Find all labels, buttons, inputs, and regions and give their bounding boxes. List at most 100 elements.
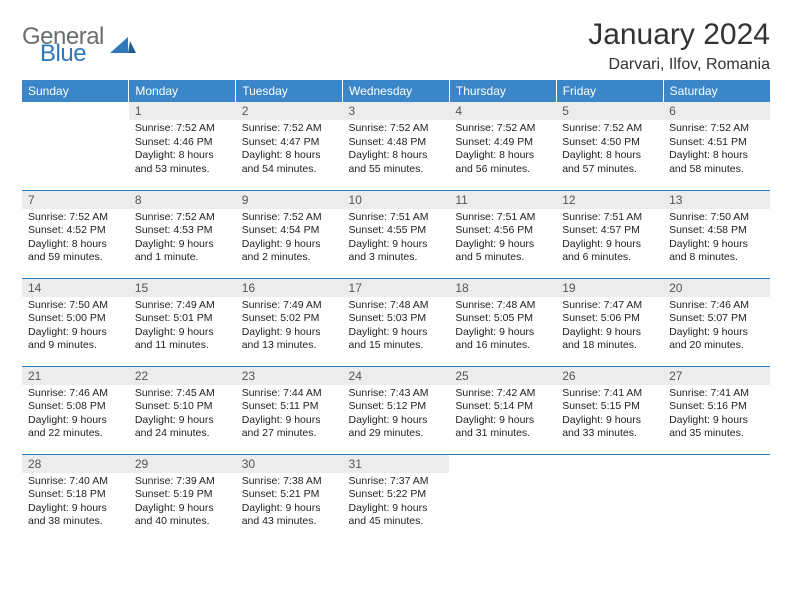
day-number: 28 <box>22 455 129 473</box>
detail-line: and 40 minutes. <box>135 515 230 529</box>
detail-line: and 33 minutes. <box>562 427 657 441</box>
calendar-cell: 3Sunrise: 7:52 AMSunset: 4:48 PMDaylight… <box>343 102 450 190</box>
day-details: Sunrise: 7:41 AMSunset: 5:15 PMDaylight:… <box>556 385 663 446</box>
detail-line: and 55 minutes. <box>349 163 444 177</box>
detail-line: Daylight: 8 hours <box>135 149 230 163</box>
calendar-cell: 13Sunrise: 7:50 AMSunset: 4:58 PMDayligh… <box>663 190 770 278</box>
detail-line: Daylight: 9 hours <box>28 326 123 340</box>
detail-line: Sunset: 5:14 PM <box>455 400 550 414</box>
detail-line: Sunrise: 7:41 AM <box>669 387 764 401</box>
calendar-cell: 12Sunrise: 7:51 AMSunset: 4:57 PMDayligh… <box>556 190 663 278</box>
month-title: January 2024 <box>588 18 770 52</box>
detail-line: Sunrise: 7:52 AM <box>135 122 230 136</box>
detail-line: Sunrise: 7:49 AM <box>242 299 337 313</box>
detail-line: Daylight: 9 hours <box>562 414 657 428</box>
calendar-cell <box>22 102 129 190</box>
detail-line: Sunset: 5:02 PM <box>242 312 337 326</box>
detail-line: Daylight: 8 hours <box>242 149 337 163</box>
day-details: Sunrise: 7:46 AMSunset: 5:07 PMDaylight:… <box>663 297 770 358</box>
detail-line: and 56 minutes. <box>455 163 550 177</box>
detail-line: Sunset: 4:54 PM <box>242 224 337 238</box>
detail-line: and 2 minutes. <box>242 251 337 265</box>
detail-line: Sunset: 4:50 PM <box>562 136 657 150</box>
day-number: 12 <box>556 191 663 209</box>
detail-line: and 6 minutes. <box>562 251 657 265</box>
detail-line: and 16 minutes. <box>455 339 550 353</box>
detail-line: and 11 minutes. <box>135 339 230 353</box>
detail-line: and 31 minutes. <box>455 427 550 441</box>
detail-line: Sunset: 5:15 PM <box>562 400 657 414</box>
logo-triangle-icon <box>110 33 136 58</box>
location-label: Darvari, Ilfov, Romania <box>588 56 770 74</box>
detail-line: and 22 minutes. <box>28 427 123 441</box>
day-details: Sunrise: 7:37 AMSunset: 5:22 PMDaylight:… <box>343 473 450 534</box>
detail-line: Sunrise: 7:52 AM <box>669 122 764 136</box>
detail-line: Sunrise: 7:52 AM <box>455 122 550 136</box>
calendar-body: 1Sunrise: 7:52 AMSunset: 4:46 PMDaylight… <box>22 102 770 542</box>
calendar-week-row: 1Sunrise: 7:52 AMSunset: 4:46 PMDaylight… <box>22 102 770 190</box>
detail-line: Daylight: 9 hours <box>349 414 444 428</box>
detail-line: Sunset: 4:51 PM <box>669 136 764 150</box>
weekday-header: Monday <box>129 80 236 102</box>
detail-line: Daylight: 9 hours <box>455 326 550 340</box>
day-details: Sunrise: 7:52 AMSunset: 4:53 PMDaylight:… <box>129 209 236 270</box>
detail-line: Sunrise: 7:52 AM <box>349 122 444 136</box>
detail-line: Sunrise: 7:49 AM <box>135 299 230 313</box>
header: General Blue January 2024 Darvari, Ilfov… <box>22 18 770 74</box>
day-details: Sunrise: 7:44 AMSunset: 5:11 PMDaylight:… <box>236 385 343 446</box>
day-number: 23 <box>236 367 343 385</box>
detail-line: Sunset: 5:11 PM <box>242 400 337 414</box>
detail-line: Sunset: 5:07 PM <box>669 312 764 326</box>
calendar-cell: 29Sunrise: 7:39 AMSunset: 5:19 PMDayligh… <box>129 454 236 542</box>
day-details: Sunrise: 7:51 AMSunset: 4:55 PMDaylight:… <box>343 209 450 270</box>
detail-line: Daylight: 9 hours <box>242 238 337 252</box>
weekday-header: Saturday <box>663 80 770 102</box>
detail-line: Sunset: 5:16 PM <box>669 400 764 414</box>
detail-line: Sunrise: 7:48 AM <box>349 299 444 313</box>
detail-line: Sunset: 4:48 PM <box>349 136 444 150</box>
day-number: 22 <box>129 367 236 385</box>
day-number: 1 <box>129 102 236 120</box>
day-number: 30 <box>236 455 343 473</box>
detail-line: and 27 minutes. <box>242 427 337 441</box>
day-number: 8 <box>129 191 236 209</box>
calendar-cell: 11Sunrise: 7:51 AMSunset: 4:56 PMDayligh… <box>449 190 556 278</box>
detail-line: Daylight: 9 hours <box>135 326 230 340</box>
detail-line: Sunrise: 7:37 AM <box>349 475 444 489</box>
detail-line: and 54 minutes. <box>242 163 337 177</box>
detail-line: Sunset: 5:21 PM <box>242 488 337 502</box>
day-number: 25 <box>449 367 556 385</box>
detail-line: Sunset: 4:56 PM <box>455 224 550 238</box>
day-details: Sunrise: 7:52 AMSunset: 4:47 PMDaylight:… <box>236 120 343 181</box>
detail-line: Sunset: 5:18 PM <box>28 488 123 502</box>
day-number: 16 <box>236 279 343 297</box>
calendar-cell: 16Sunrise: 7:49 AMSunset: 5:02 PMDayligh… <box>236 278 343 366</box>
calendar-cell <box>663 454 770 542</box>
detail-line: Sunrise: 7:52 AM <box>28 211 123 225</box>
calendar-cell: 1Sunrise: 7:52 AMSunset: 4:46 PMDaylight… <box>129 102 236 190</box>
detail-line: Daylight: 9 hours <box>242 502 337 516</box>
detail-line: Daylight: 9 hours <box>242 414 337 428</box>
calendar-week-row: 21Sunrise: 7:46 AMSunset: 5:08 PMDayligh… <box>22 366 770 454</box>
detail-line: Daylight: 9 hours <box>28 502 123 516</box>
detail-line: Daylight: 8 hours <box>349 149 444 163</box>
calendar-cell: 17Sunrise: 7:48 AMSunset: 5:03 PMDayligh… <box>343 278 450 366</box>
day-number: 6 <box>663 102 770 120</box>
day-details: Sunrise: 7:48 AMSunset: 5:03 PMDaylight:… <box>343 297 450 358</box>
detail-line: and 24 minutes. <box>135 427 230 441</box>
calendar-cell: 27Sunrise: 7:41 AMSunset: 5:16 PMDayligh… <box>663 366 770 454</box>
day-number: 31 <box>343 455 450 473</box>
detail-line: and 20 minutes. <box>669 339 764 353</box>
calendar-cell: 21Sunrise: 7:46 AMSunset: 5:08 PMDayligh… <box>22 366 129 454</box>
calendar-cell: 19Sunrise: 7:47 AMSunset: 5:06 PMDayligh… <box>556 278 663 366</box>
detail-line: Daylight: 9 hours <box>562 238 657 252</box>
detail-line: Daylight: 9 hours <box>135 414 230 428</box>
day-number <box>663 455 770 473</box>
calendar-page: General Blue January 2024 Darvari, Ilfov… <box>0 0 792 554</box>
weekday-header: Wednesday <box>343 80 450 102</box>
detail-line: Daylight: 9 hours <box>349 502 444 516</box>
detail-line: Sunrise: 7:48 AM <box>455 299 550 313</box>
day-details: Sunrise: 7:52 AMSunset: 4:46 PMDaylight:… <box>129 120 236 181</box>
calendar-cell: 26Sunrise: 7:41 AMSunset: 5:15 PMDayligh… <box>556 366 663 454</box>
title-block: January 2024 Darvari, Ilfov, Romania <box>588 18 770 74</box>
